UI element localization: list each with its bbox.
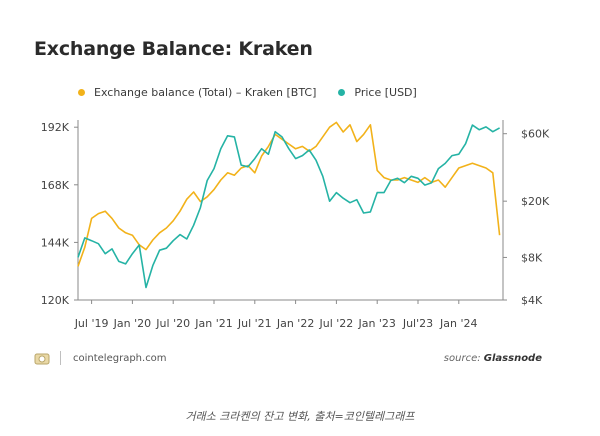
footer-brand: cointelegraph.com [34,351,167,365]
series-line-balance [77,121,501,267]
image-caption: 거래소 크라켄의 잔고 변화, 출처=코인텔레그래프 [185,410,415,423]
x-tick-label: Jul '20 [155,317,190,330]
right-tick-label: $60K [521,128,550,141]
x-tick-label: Jan '22 [276,317,314,330]
right-tick-label: $4K [521,294,543,307]
legend-item-price: Price [USD] [338,86,417,99]
left-tick-label: 120K [41,294,70,307]
x-tick-label: Jan '21 [194,317,232,330]
x-tick-label: Jul '19 [74,317,109,330]
x-tick-label: Jan '20 [113,317,151,330]
source-name: Glassnode [483,353,542,364]
legend: Exchange balance (Total) – Kraken [BTC] … [78,86,439,99]
left-axis-ticks: 120K 144K 168K 192K [41,121,78,307]
footer-site: cointelegraph.com [73,352,167,364]
right-tick-label: $20K [521,195,550,208]
chart-title: Exchange Balance: Kraken [34,38,313,60]
x-tick-label: Jul'23 [402,317,433,330]
footer-separator [60,351,61,365]
legend-item-balance: Exchange balance (Total) – Kraken [BTC] [78,86,316,99]
right-tick-label: $8K [521,251,543,264]
x-tick-label: Jul '21 [237,317,272,330]
axes [77,120,504,301]
series-group [77,121,501,289]
x-tick-label: Jul '22 [319,317,354,330]
legend-label-balance: Exchange balance (Total) – Kraken [BTC] [94,86,317,99]
left-tick-label: 144K [41,236,70,249]
left-tick-label: 192K [41,121,70,134]
x-tick-label: Jan '24 [439,317,477,330]
legend-dot-balance [78,89,85,96]
source-note: source: Glassnode [444,353,542,364]
x-axis-ticks: Jul '19 Jan '20 Jul '20 Jan '21 Jul '21 Jan '… [74,300,478,330]
series-line-price [77,124,500,289]
legend-label-price: Price [USD] [354,86,417,99]
left-tick-label: 168K [41,179,70,192]
right-axis-ticks: $4K $8K $20K $60K [503,128,550,307]
x-tick-label: Jan '23 [357,317,395,330]
legend-dot-price [338,89,346,96]
cointelegraph-logo-icon [34,353,50,365]
source-prefix: source: [443,353,484,364]
